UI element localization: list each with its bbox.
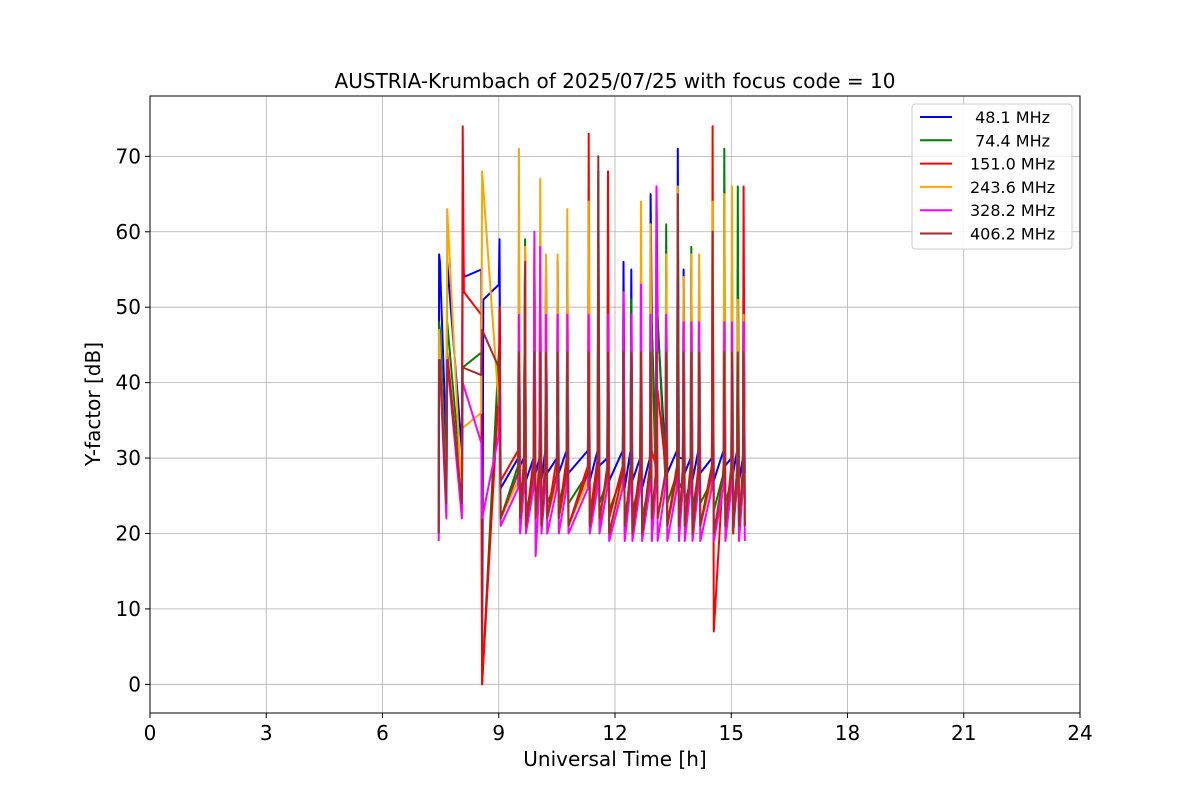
x-tick-label: 18 [835,721,860,745]
axis-ticks: 0 3 6 9 12 15 18 21 24 0 10 20 30 40 50 60 70 [116,144,1093,745]
x-tick-label: 0 [144,721,157,745]
x-tick-label: 6 [376,721,389,745]
legend-label-5: 406.2 MHz [970,225,1055,244]
plot-area [437,125,746,686]
legend-label-1: 74.4 MHz [970,131,1050,150]
y-tick-label: 0 [128,672,141,696]
legend: 48.1 MHz 74.4 MHz 151.0 MHz 243.6 MHz 328.2… [911,103,1073,250]
chart-title: AUSTRIA-Krumbach of 2025/07/25 with focu… [335,69,896,93]
series-line-5 [437,155,746,535]
y-tick-label: 30 [116,446,141,470]
y-tick-label: 40 [116,371,141,395]
x-tick-label: 15 [719,721,744,745]
x-axis-label: Universal Time [h] [523,747,706,771]
x-tick-label: 12 [602,721,627,745]
legend-label-4: 328.2 MHz [970,201,1055,220]
x-tick-label: 21 [951,721,976,745]
legend-label-0: 48.1 MHz [970,108,1050,127]
x-tick-label: 9 [492,721,505,745]
x-tick-label: 24 [1067,721,1092,745]
y-tick-label: 20 [116,521,141,545]
y-tick-label: 70 [116,144,141,168]
legend-label-2: 151.0 MHz [970,155,1055,174]
y-axis-label: Y-factor [dB] [81,342,105,467]
x-tick-label: 3 [260,721,273,745]
y-tick-label: 60 [116,220,141,244]
y-tick-label: 10 [116,597,141,621]
series-line-4 [437,185,746,558]
legend-label-3: 243.6 MHz [970,178,1055,197]
y-tick-label: 50 [116,295,141,319]
